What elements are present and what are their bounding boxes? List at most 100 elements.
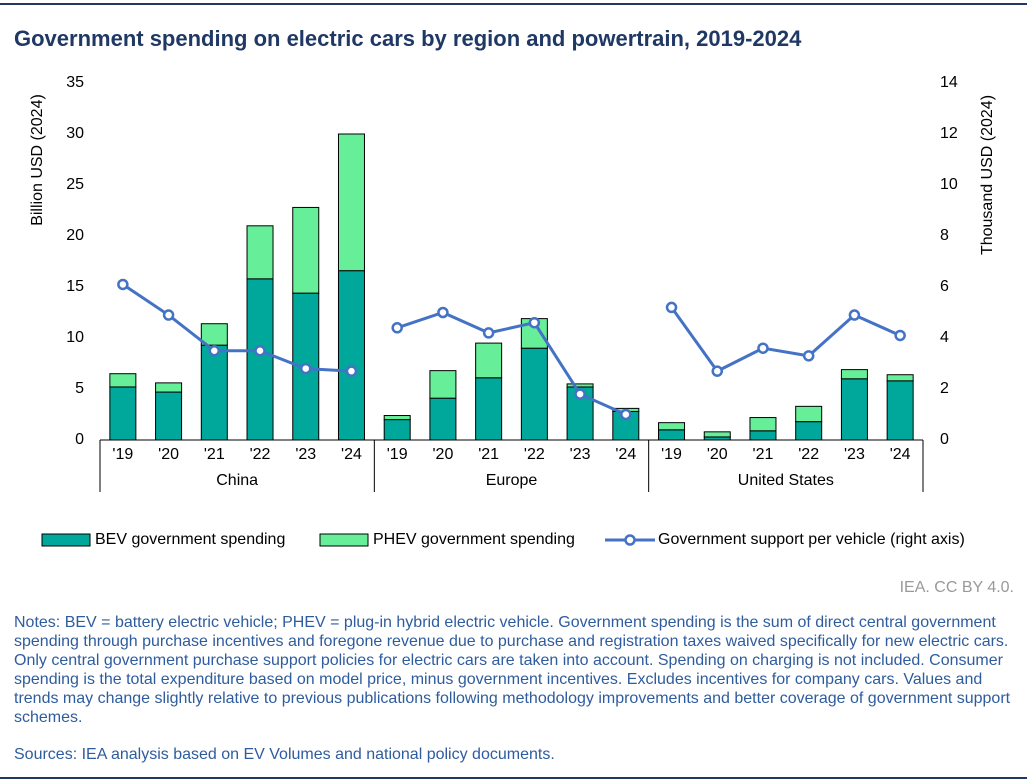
x-tick-label: '24 — [615, 446, 636, 463]
bar — [840, 369, 868, 380]
bar — [200, 344, 228, 441]
legend-swatch — [624, 534, 636, 546]
y-tick-label: 0 — [75, 431, 84, 448]
line-point — [848, 309, 861, 321]
legend-label: Government support per vehicle (right ax… — [658, 531, 965, 548]
bar — [886, 380, 914, 441]
x-tick-label: '22 — [798, 446, 819, 463]
group-label: Europe — [486, 472, 538, 489]
bar — [795, 421, 823, 441]
x-tick-label: '21 — [753, 446, 774, 463]
line-point — [620, 408, 632, 421]
bar — [566, 383, 594, 388]
legend-swatch — [319, 533, 369, 547]
line — [396, 310, 627, 416]
legend-label: BEV government spending — [95, 531, 285, 548]
y2-tick-label: 4 — [940, 329, 949, 346]
x-tick-label: '20 — [707, 446, 728, 463]
y-tick-label: 25 — [66, 176, 84, 193]
bar — [566, 386, 594, 441]
line-point — [162, 309, 175, 321]
bar — [429, 370, 457, 399]
y-tick-label: 20 — [66, 227, 84, 244]
bar — [109, 373, 137, 388]
bar — [246, 278, 274, 441]
bar — [337, 133, 365, 272]
line-point — [574, 388, 586, 400]
x-tick-label: '23 — [570, 446, 591, 463]
line — [670, 306, 901, 374]
bar — [383, 415, 411, 421]
bar — [475, 377, 503, 441]
x-tick-label: '19 — [112, 446, 133, 463]
line-point — [802, 350, 815, 362]
x-tick-label: '22 — [250, 446, 271, 463]
legend-swatch — [41, 533, 91, 547]
sources: Sources: IEA analysis based on EV Volume… — [14, 746, 555, 763]
y2-tick-label: 12 — [940, 125, 958, 142]
line-point — [528, 316, 541, 329]
x-tick-label: '20 — [432, 446, 453, 463]
bar — [886, 374, 914, 382]
x-tick-label: '21 — [204, 446, 225, 463]
y2-tick-label: 14 — [940, 74, 958, 91]
x-tick-label: '24 — [341, 446, 362, 463]
y-tick-label: 30 — [66, 125, 84, 142]
line-point — [711, 365, 723, 377]
y2-tick-label: 10 — [940, 176, 958, 193]
y2-tick-label: 6 — [940, 278, 949, 295]
y-tick-label: 35 — [66, 74, 84, 91]
bar — [337, 270, 365, 441]
y2-tick-label: 2 — [940, 380, 949, 397]
x-tick-label: '19 — [661, 446, 682, 463]
source: IEA. CC BY 4.0. — [900, 579, 1014, 596]
line-point — [482, 327, 495, 339]
bar — [383, 419, 411, 441]
group-label: China — [216, 472, 258, 489]
line-point — [300, 362, 312, 375]
bar — [749, 417, 777, 432]
line-point — [117, 278, 129, 291]
x-tick-label: '21 — [478, 446, 499, 463]
y2-tick-label: 8 — [940, 227, 949, 244]
x-tick-label: '19 — [387, 446, 408, 463]
notes: Notes: BEV = battery electric vehicle; P… — [14, 614, 1011, 726]
x-tick-label: '23 — [295, 446, 316, 463]
bar — [155, 382, 183, 393]
chart-title: Government spending on electric cars by … — [14, 26, 802, 51]
line-point — [208, 345, 221, 357]
line-point — [757, 342, 769, 354]
line-point — [345, 365, 358, 377]
x-tick-label: '20 — [158, 446, 179, 463]
line-point — [894, 329, 906, 342]
line-point — [391, 322, 403, 334]
x-tick-label: '22 — [524, 446, 545, 463]
x-tick-label: '23 — [844, 446, 865, 463]
line-point — [437, 306, 449, 319]
bar — [658, 429, 686, 441]
y-tick-label: 5 — [75, 380, 84, 397]
line-point — [665, 301, 678, 314]
y-tick-label: 10 — [66, 329, 84, 346]
bar — [475, 342, 503, 379]
bar — [520, 347, 548, 441]
bar — [109, 386, 137, 441]
bar — [429, 397, 457, 441]
bar — [795, 405, 823, 423]
bar — [840, 378, 868, 441]
y2-axis-label: Thousand USD (2024) — [979, 95, 996, 255]
bar — [155, 391, 183, 441]
bar — [658, 422, 686, 431]
line — [122, 283, 352, 373]
bar — [749, 430, 777, 441]
y-axis-label: Billion USD (2024) — [29, 94, 46, 226]
line-point — [254, 345, 266, 357]
y2-tick-label: 0 — [940, 431, 949, 448]
bar — [703, 431, 731, 438]
bar — [292, 206, 320, 294]
legend-label: PHEV government spending — [373, 531, 575, 548]
group-label: United States — [738, 472, 834, 489]
x-tick-label: '24 — [890, 446, 911, 463]
